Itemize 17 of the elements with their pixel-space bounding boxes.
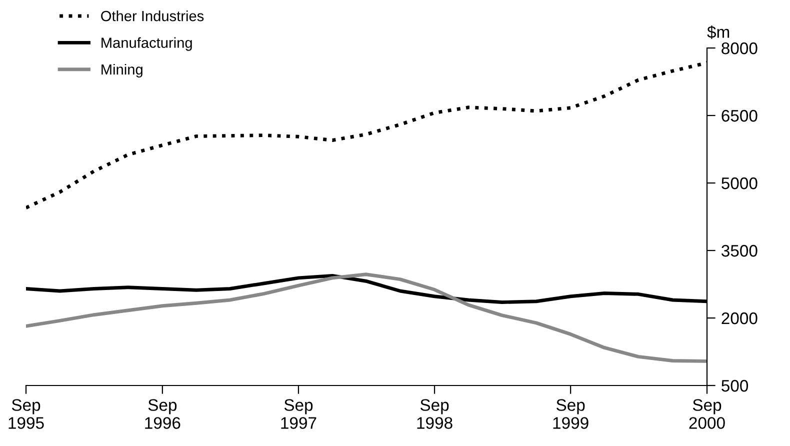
x-tick-label: Sep 1996 [145,399,180,429]
x-tick-label: Sep 2000 [689,399,725,429]
legend-label: Other Industries [101,10,204,22]
x-tick-label: Sep 1998 [417,399,452,429]
x-tick-label: Sep 1995 [8,399,44,429]
y-tick-label: 500 [722,380,748,392]
legend-label: Manufacturing [102,37,192,51]
y-tick-label: 6500 [722,110,758,122]
y-tick-label: 5000 [722,177,758,190]
y-axis-title: $m [707,25,730,39]
x-tick-label: Sep 1997 [281,399,316,429]
y-tick-label: 3500 [722,244,758,257]
legend-label: Mining [102,64,142,78]
y-tick-label: 2000 [722,312,758,324]
y-tick-label: 8000 [722,42,758,54]
x-tick-label: Sep 1999 [553,399,588,429]
line-series [26,272,707,363]
